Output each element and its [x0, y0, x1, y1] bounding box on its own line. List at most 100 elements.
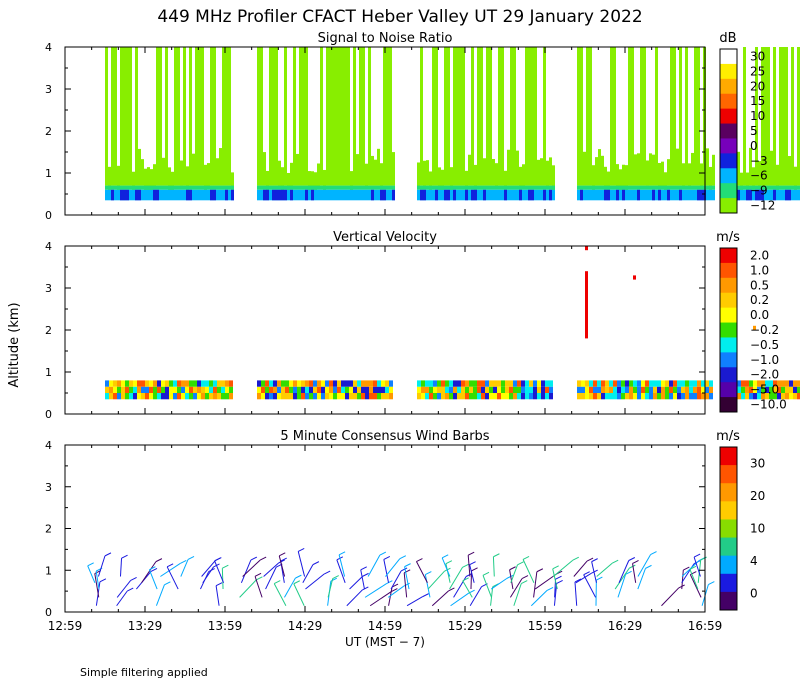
wind-barb: [406, 596, 423, 607]
snr-cell: [785, 185, 788, 190]
wind-barb-flag: [591, 569, 598, 574]
snr-cell: [260, 173, 263, 186]
snr-cell: [260, 185, 263, 190]
velocity-cell: [653, 393, 657, 400]
wind-panel: 5 Minute Consensus Wind Barbs 0 1 2 3 4 m/s …: [45, 429, 765, 649]
snr-cell: [643, 47, 646, 173]
velocity-cell: [329, 393, 333, 400]
snr-cell: [392, 189, 395, 201]
snr-cell: [537, 189, 540, 201]
snr-cell: [332, 189, 335, 201]
velocity-cell: [261, 393, 265, 400]
velocity-cell: [693, 386, 697, 393]
velocity-cell: [137, 380, 141, 387]
snr-cell: [111, 185, 114, 190]
velocity-cell: [685, 380, 689, 387]
snr-cell: [222, 47, 225, 173]
snr-cell: [610, 47, 613, 173]
snr-cell: [429, 173, 432, 186]
snr-cell: [168, 189, 171, 201]
velocity-cell: [265, 386, 269, 393]
snr-cell: [290, 173, 293, 186]
snr-cell: [308, 185, 311, 190]
snr-cell: [776, 173, 779, 186]
snr-cell: [607, 189, 610, 201]
wind-barb: [367, 554, 381, 577]
snr-cell: [114, 189, 117, 201]
snr-cell: [374, 173, 377, 186]
velocity-cell: [785, 380, 789, 387]
velocity-cell: [605, 386, 609, 393]
snr-cell: [652, 173, 655, 186]
velocity-cell: [773, 380, 777, 387]
snr-cell: [195, 185, 198, 190]
snr-cell: [655, 185, 658, 190]
velocity-cell: [537, 386, 541, 393]
snr-cell: [453, 185, 456, 190]
snr-cell: [456, 47, 459, 173]
wind-barb: [87, 565, 96, 583]
snr-cell: [616, 189, 619, 201]
wind-barb: [637, 568, 646, 590]
y-tick-label: 4: [45, 439, 52, 452]
snr-cell: [353, 173, 356, 186]
wind-barb: [596, 562, 613, 577]
velocity-cell: [117, 380, 121, 387]
colorbar-swatch: [720, 292, 737, 309]
wind-barb: [469, 564, 475, 583]
snr-cell: [329, 173, 332, 186]
snr-cell: [685, 185, 688, 190]
velocity-cell: [609, 393, 613, 400]
snr-cell: [619, 173, 622, 186]
wind-barb-flag: [509, 566, 516, 571]
velocity-cell: [205, 393, 209, 400]
wind-barb-flag: [295, 574, 302, 579]
snr-cell: [114, 173, 117, 186]
snr-cell: [516, 173, 519, 186]
velocity-cell: [381, 386, 385, 393]
snr-cell: [465, 173, 468, 186]
wind-barb: [160, 563, 181, 577]
wind-barb: [583, 574, 597, 598]
wind-barb-flag: [386, 580, 393, 585]
velocity-cell: [797, 393, 800, 400]
snr-cell: [673, 189, 676, 201]
snr-cell: [438, 189, 441, 201]
snr-cell: [773, 189, 776, 201]
wind-barb-flag: [121, 554, 128, 559]
velocity-cell: [173, 393, 177, 400]
snr-cell: [589, 185, 592, 190]
snr-cell: [317, 173, 320, 186]
snr-cell: [758, 185, 761, 190]
snr-cell: [323, 185, 326, 190]
x-tick-label: 16:29: [608, 619, 643, 633]
snr-cell: [761, 185, 764, 190]
velocity-cell: [373, 380, 377, 387]
snr-cell: [631, 189, 634, 201]
velocity-cell: [165, 393, 169, 400]
snr-cell: [213, 189, 216, 201]
snr-cell: [519, 189, 522, 201]
snr-cell: [299, 189, 302, 201]
snr-cell: [679, 189, 682, 201]
wind-colorbar-unit: m/s: [716, 429, 740, 444]
velocity-cell: [745, 386, 749, 393]
snr-cell: [679, 47, 682, 173]
snr-cell: [637, 173, 640, 186]
snr-cell: [483, 189, 486, 201]
snr-cell: [296, 185, 299, 190]
wind-data: [87, 547, 715, 607]
snr-cell: [365, 189, 368, 201]
velocity-cell: [345, 393, 349, 400]
snr-cell: [174, 173, 177, 186]
snr-cell: [392, 173, 395, 186]
snr-cell: [534, 189, 537, 201]
velocity-cell: [329, 386, 333, 393]
snr-cell: [311, 189, 314, 201]
velocity-cell: [629, 380, 633, 387]
velocity-cell: [673, 393, 677, 400]
wind-barb: [614, 567, 630, 590]
velocity-cell: [429, 380, 433, 387]
snr-cell: [749, 147, 752, 174]
